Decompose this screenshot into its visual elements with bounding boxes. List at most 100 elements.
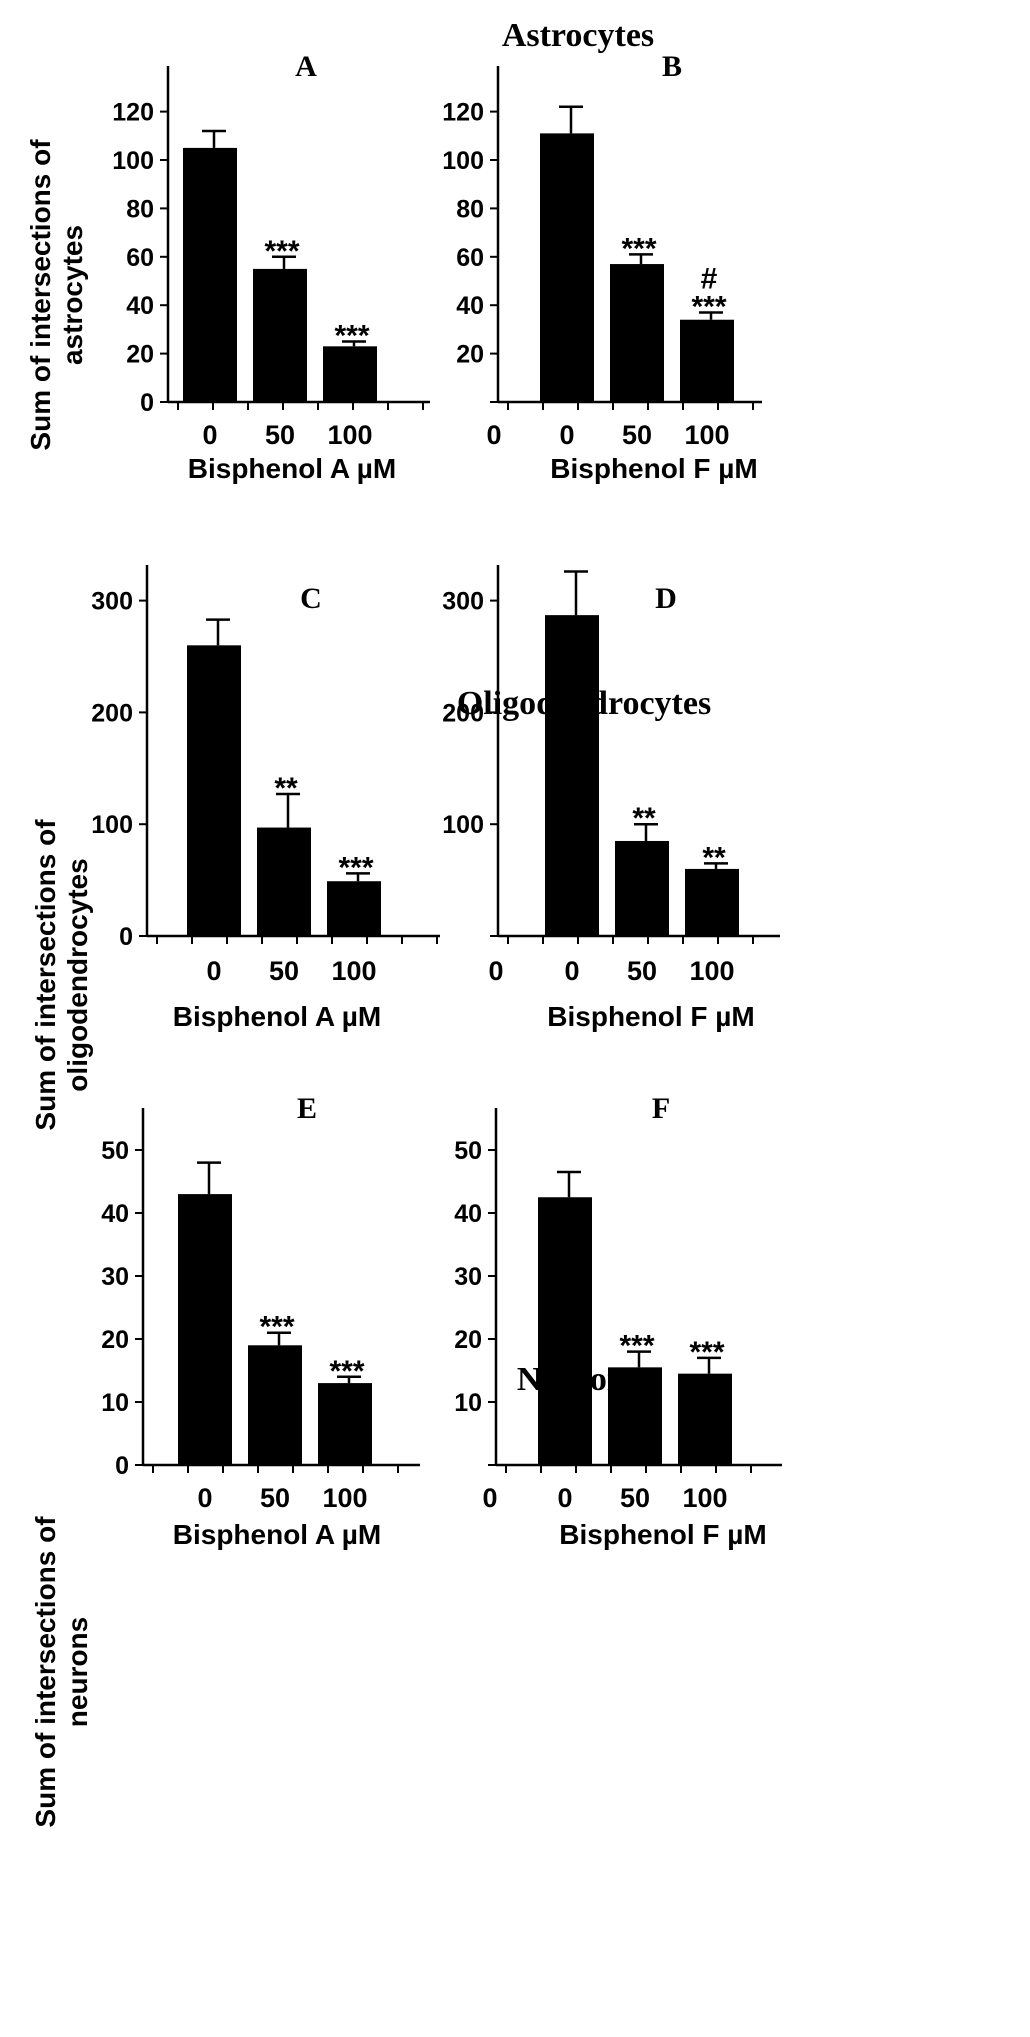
x-axis-label-e: Bisphenol A µM bbox=[173, 1519, 382, 1550]
significance-b-100: *** bbox=[691, 290, 726, 323]
y-tick-label-c: 300 bbox=[91, 588, 133, 616]
x-tick-label-extra-c: 0 bbox=[488, 956, 503, 986]
y-tick-label-d: 300 bbox=[442, 588, 484, 616]
y-tick-label-c: 200 bbox=[91, 699, 133, 727]
y-tick-label-a: 80 bbox=[126, 195, 154, 223]
significance-e-100: *** bbox=[329, 1355, 364, 1388]
bar-c-100 bbox=[327, 881, 381, 936]
bar-f-50 bbox=[608, 1367, 662, 1465]
y-tick-label-e: 50 bbox=[101, 1137, 129, 1165]
ylabel-astrocytes-line2: astrocytes bbox=[57, 225, 88, 365]
x-tick-label-c: 100 bbox=[331, 956, 376, 986]
significance-c-50: ** bbox=[274, 772, 298, 805]
bar-f-100 bbox=[678, 1373, 732, 1465]
y-tick-label-f: 20 bbox=[454, 1326, 482, 1354]
significance-d-100: ** bbox=[702, 841, 726, 874]
significance-e-50: *** bbox=[259, 1311, 294, 1344]
y-tick-label-b: 20 bbox=[456, 341, 484, 369]
x-axis-label-b: Bisphenol F µM bbox=[550, 453, 757, 484]
y-tick-label-e: 20 bbox=[101, 1326, 129, 1354]
x-tick-label-a: 100 bbox=[327, 420, 372, 450]
x-tick-label-f: 100 bbox=[682, 1483, 727, 1513]
y-tick-label-f: 40 bbox=[454, 1200, 482, 1228]
x-tick-label-d: 50 bbox=[627, 956, 657, 986]
section-title-astrocytes: Astrocytes bbox=[502, 17, 654, 54]
y-tick-label-a: 60 bbox=[126, 244, 154, 272]
bar-b-50 bbox=[610, 264, 664, 402]
y-tick-label-f: 10 bbox=[454, 1389, 482, 1417]
panel-letter-a: A bbox=[295, 50, 317, 83]
y-tick-label-e: 30 bbox=[101, 1263, 129, 1291]
ylabel-neurons-line2: neurons bbox=[62, 1617, 93, 1727]
x-tick-label-c: 50 bbox=[269, 956, 299, 986]
x-tick-label-b: 50 bbox=[622, 420, 652, 450]
y-tick-label-a: 40 bbox=[126, 292, 154, 320]
x-tick-label-d: 100 bbox=[689, 956, 734, 986]
y-tick-label-a: 0 bbox=[140, 389, 154, 417]
y-tick-label-f: 30 bbox=[454, 1263, 482, 1291]
x-axis-label-d: Bisphenol F µM bbox=[547, 1001, 754, 1032]
bar-d-100 bbox=[685, 868, 739, 936]
y-tick-label-b: 100 bbox=[442, 147, 484, 175]
y-tick-label-b: 80 bbox=[456, 195, 484, 223]
bar-f-0 bbox=[538, 1197, 592, 1465]
y-tick-label-c: 100 bbox=[91, 811, 133, 839]
y-tick-label-e: 0 bbox=[115, 1452, 129, 1480]
bar-a-0 bbox=[183, 147, 237, 402]
bar-d-0 bbox=[545, 615, 599, 936]
y-tick-label-e: 10 bbox=[101, 1389, 129, 1417]
ylabel-neurons-line1: Sum of intersections of bbox=[30, 1516, 61, 1828]
x-tick-label-extra-b: 0 bbox=[486, 420, 501, 450]
x-tick-label-f: 50 bbox=[620, 1483, 650, 1513]
ylabel-astrocytes-line1: Sum of intersections of bbox=[25, 139, 56, 451]
bar-e-0 bbox=[178, 1194, 232, 1465]
y-tick-label-c: 0 bbox=[119, 923, 133, 951]
panel-letter-e: E bbox=[297, 1092, 317, 1125]
bar-a-100 bbox=[323, 346, 377, 402]
bar-d-50 bbox=[615, 840, 669, 936]
panel-letter-b: B bbox=[662, 50, 682, 83]
panel-letter-f: F bbox=[652, 1092, 670, 1125]
x-tick-label-extra-f: 0 bbox=[482, 1483, 497, 1513]
y-tick-label-d: 200 bbox=[442, 699, 484, 727]
y-tick-label-b: 40 bbox=[456, 292, 484, 320]
y-tick-label-e: 40 bbox=[101, 1200, 129, 1228]
significance-f-100: *** bbox=[689, 1336, 724, 1369]
bar-c-0 bbox=[187, 645, 241, 936]
significance-c-100: *** bbox=[338, 851, 373, 884]
x-tick-label-b: 0 bbox=[559, 420, 574, 450]
x-tick-label-e: 50 bbox=[260, 1483, 290, 1513]
x-tick-label-a: 50 bbox=[265, 420, 295, 450]
ylabel-oligodendrocytes-line1: Sum of intersections of bbox=[30, 819, 61, 1131]
bar-a-50 bbox=[253, 268, 307, 402]
bar-e-50 bbox=[248, 1345, 302, 1465]
bar-e-100 bbox=[318, 1383, 372, 1465]
y-tick-label-a: 100 bbox=[112, 147, 154, 175]
significance-b-100: # bbox=[701, 262, 718, 295]
significance-a-100: *** bbox=[334, 320, 369, 353]
x-tick-label-b: 100 bbox=[684, 420, 729, 450]
y-tick-label-d: 100 bbox=[442, 811, 484, 839]
x-axis-label-c: Bisphenol A µM bbox=[173, 1001, 382, 1032]
significance-a-50: *** bbox=[264, 235, 299, 268]
significance-b-50: *** bbox=[621, 232, 656, 265]
x-tick-label-d: 0 bbox=[564, 956, 579, 986]
x-tick-label-c: 0 bbox=[206, 956, 221, 986]
bar-b-100 bbox=[680, 319, 734, 402]
y-tick-label-a: 120 bbox=[112, 99, 154, 127]
panel-letter-c: C bbox=[300, 582, 322, 615]
x-tick-label-f: 0 bbox=[557, 1483, 572, 1513]
y-tick-label-b: 60 bbox=[456, 244, 484, 272]
x-tick-label-e: 0 bbox=[197, 1483, 212, 1513]
y-tick-label-f: 50 bbox=[454, 1137, 482, 1165]
x-tick-label-e: 100 bbox=[322, 1483, 367, 1513]
bar-c-50 bbox=[257, 827, 311, 936]
x-axis-label-a: Bisphenol A µM bbox=[188, 453, 397, 484]
significance-f-50: *** bbox=[619, 1330, 654, 1363]
x-tick-label-a: 0 bbox=[202, 420, 217, 450]
bar-b-0 bbox=[540, 133, 594, 402]
y-tick-label-a: 20 bbox=[126, 341, 154, 369]
ylabel-oligodendrocytes-line2: oligodendrocytes bbox=[62, 858, 93, 1091]
